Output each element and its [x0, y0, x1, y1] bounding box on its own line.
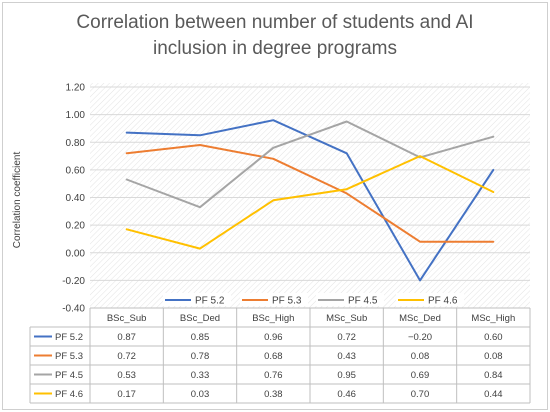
legend-bg	[240, 293, 308, 306]
y-tick-label: 1.20	[66, 83, 86, 94]
data-label: 0.03	[191, 389, 210, 400]
series-line	[125, 144, 495, 243]
y-tick-label: 0.20	[66, 221, 86, 232]
data-label: 0.72	[337, 332, 356, 343]
table-series-name: PF 4.5	[55, 370, 83, 381]
y-tick-label: 0.80	[66, 138, 86, 149]
data-label: 0.33	[191, 370, 210, 381]
table-series-name: PF 5.2	[55, 332, 83, 343]
data-label: 0.72	[117, 351, 136, 362]
data-label: 0.08	[411, 351, 430, 362]
y-tick-label: 0.60	[66, 165, 86, 176]
data-label: 0.53	[117, 370, 136, 381]
data-label: −0.20	[408, 332, 432, 343]
legend-bg	[163, 293, 231, 306]
y-tick-label: 0.40	[66, 193, 86, 204]
x-category-label: BSc_Ded	[180, 313, 220, 324]
table-series-name: PF 4.6	[55, 389, 83, 400]
series-line	[125, 119, 495, 282]
legend-label: PF 4.6	[428, 296, 458, 307]
x-category-label: MSc_Ded	[399, 313, 441, 324]
x-category-label: MSc_Sub	[326, 313, 367, 324]
legend-bg	[396, 293, 464, 306]
data-label: 0.17	[117, 389, 136, 400]
y-tick-label: 1.00	[66, 110, 86, 121]
series-line	[125, 120, 495, 209]
data-label: 0.70	[411, 389, 430, 400]
legend-label: PF 5.2	[195, 296, 225, 307]
table-series-name: PF 5.3	[55, 351, 83, 362]
data-label: 0.96	[264, 332, 283, 343]
legend-bg	[316, 293, 384, 306]
data-label: 0.76	[264, 370, 283, 381]
series-line	[125, 155, 495, 250]
data-label: 0.44	[484, 389, 503, 400]
data-label: 0.78	[191, 351, 210, 362]
data-label: 0.60	[484, 332, 503, 343]
y-tick-label: -0.20	[62, 276, 85, 287]
legend-label: PF 5.3	[272, 296, 302, 307]
x-category-label: BSc_High	[252, 313, 294, 324]
chart-title: Correlation between number of students a…	[76, 12, 474, 59]
y-tick-label: -0.40	[62, 304, 85, 315]
data-label: 0.95	[337, 370, 356, 381]
data-label: 0.46	[337, 389, 356, 400]
legend-label: PF 4.5	[348, 296, 378, 307]
y-tick-label: 0.00	[66, 248, 86, 259]
data-label: 0.87	[117, 332, 136, 343]
data-label: 0.08	[484, 351, 503, 362]
data-label: 0.69	[411, 370, 430, 381]
data-label: 0.38	[264, 389, 283, 400]
x-category-label: BSc_Sub	[107, 313, 147, 324]
data-label: 0.84	[484, 370, 503, 381]
x-category-label: MSc_High	[471, 313, 515, 324]
data-label: 0.43	[337, 351, 356, 362]
data-label: 0.68	[264, 351, 283, 362]
data-label: 0.85	[191, 332, 210, 343]
